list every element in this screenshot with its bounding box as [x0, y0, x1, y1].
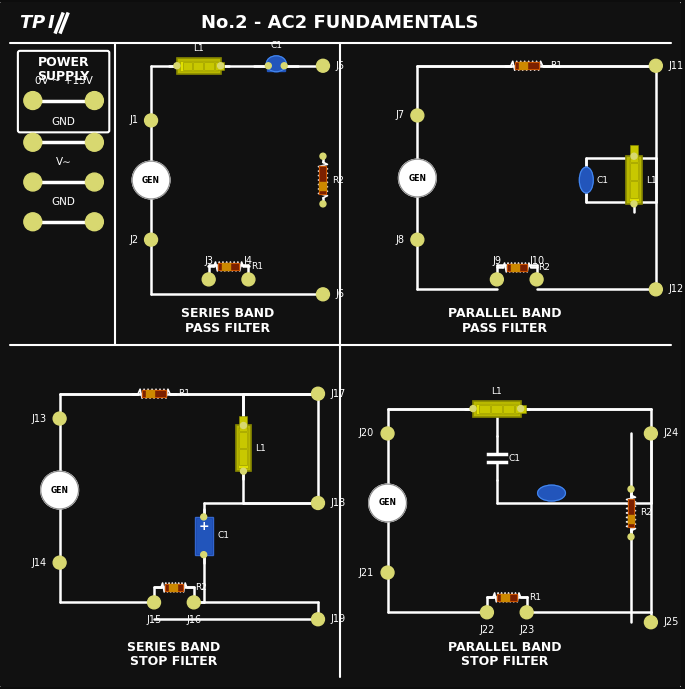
Bar	[165, 584, 183, 591]
Bar	[522, 62, 524, 69]
Text: PARALLEL BAND: PARALLEL BAND	[448, 307, 562, 320]
Bar	[193, 62, 203, 70]
Circle shape	[470, 406, 476, 411]
Bar	[504, 594, 506, 601]
Circle shape	[201, 514, 207, 520]
Bar	[195, 517, 212, 555]
Text: J12: J12	[669, 285, 684, 294]
Bar	[514, 62, 538, 69]
Bar	[507, 264, 527, 271]
Circle shape	[645, 616, 658, 628]
Text: L1: L1	[193, 44, 204, 53]
Text: T: T	[18, 14, 31, 32]
Circle shape	[265, 63, 271, 69]
Circle shape	[86, 92, 103, 110]
Text: J4: J4	[244, 256, 253, 267]
Text: SUPPLY: SUPPLY	[38, 70, 90, 83]
Circle shape	[518, 406, 524, 411]
Circle shape	[381, 427, 394, 440]
Circle shape	[24, 92, 42, 110]
Circle shape	[218, 63, 223, 69]
Text: SERIES BAND: SERIES BAND	[127, 641, 221, 654]
Circle shape	[240, 422, 247, 429]
Text: PASS FILTER: PASS FILTER	[462, 322, 547, 335]
Text: I: I	[47, 14, 54, 32]
Text: J23: J23	[519, 625, 534, 635]
Bar	[319, 166, 327, 194]
Bar	[169, 584, 171, 591]
Circle shape	[174, 63, 180, 69]
Text: C1: C1	[509, 454, 521, 463]
Bar	[630, 181, 638, 198]
Text: J21: J21	[358, 568, 373, 577]
Text: GND: GND	[51, 197, 75, 207]
Text: C1: C1	[218, 531, 229, 540]
Text: J16: J16	[186, 615, 201, 626]
Bar	[476, 404, 518, 413]
Bar	[501, 594, 503, 601]
Bar	[175, 584, 177, 591]
Ellipse shape	[580, 167, 593, 193]
Bar	[319, 166, 327, 194]
FancyBboxPatch shape	[18, 51, 110, 132]
Bar	[267, 64, 285, 71]
Bar	[149, 390, 151, 397]
Ellipse shape	[266, 56, 286, 72]
Bar	[177, 58, 221, 74]
Bar	[630, 163, 638, 180]
Circle shape	[86, 173, 103, 191]
Circle shape	[320, 201, 326, 207]
Bar	[479, 404, 490, 413]
Text: J19: J19	[331, 615, 346, 624]
Bar	[165, 584, 183, 591]
Text: J25: J25	[664, 617, 680, 627]
Text: R1: R1	[551, 61, 562, 70]
Circle shape	[132, 161, 170, 199]
Circle shape	[316, 288, 329, 301]
Text: J10: J10	[529, 256, 544, 267]
Circle shape	[645, 427, 658, 440]
Circle shape	[312, 387, 325, 400]
Bar	[142, 390, 166, 397]
Text: R2: R2	[640, 508, 652, 517]
Text: C1: C1	[271, 41, 282, 50]
Text: SERIES BAND: SERIES BAND	[181, 307, 274, 320]
Circle shape	[201, 552, 207, 557]
Text: +: +	[199, 520, 209, 533]
Text: R2: R2	[538, 263, 551, 272]
Text: J8: J8	[395, 235, 404, 245]
Bar	[511, 264, 513, 271]
Bar	[236, 426, 251, 471]
Text: J3: J3	[204, 256, 213, 267]
Text: J15: J15	[147, 615, 162, 626]
Bar	[497, 594, 516, 601]
Bar	[204, 62, 214, 70]
Bar	[626, 156, 642, 204]
Text: L1: L1	[646, 176, 657, 185]
Bar	[240, 415, 247, 431]
Bar	[172, 584, 174, 591]
Circle shape	[24, 134, 42, 151]
Bar	[319, 185, 327, 187]
Text: L1: L1	[256, 444, 266, 453]
Bar	[197, 519, 211, 553]
Circle shape	[490, 273, 503, 286]
Text: POWER: POWER	[38, 56, 90, 70]
Text: J20: J20	[358, 429, 373, 438]
Text: J14: J14	[32, 557, 47, 568]
Bar	[218, 263, 240, 270]
Bar	[319, 182, 327, 184]
Circle shape	[53, 412, 66, 425]
Bar	[627, 499, 634, 527]
Bar	[146, 390, 148, 397]
Bar	[180, 61, 218, 71]
Bar	[238, 429, 249, 469]
Bar	[503, 404, 514, 413]
Circle shape	[320, 153, 326, 159]
Bar	[627, 499, 634, 527]
Bar	[627, 515, 634, 517]
Text: R1: R1	[529, 593, 540, 602]
Bar	[491, 404, 502, 413]
Circle shape	[53, 556, 66, 569]
